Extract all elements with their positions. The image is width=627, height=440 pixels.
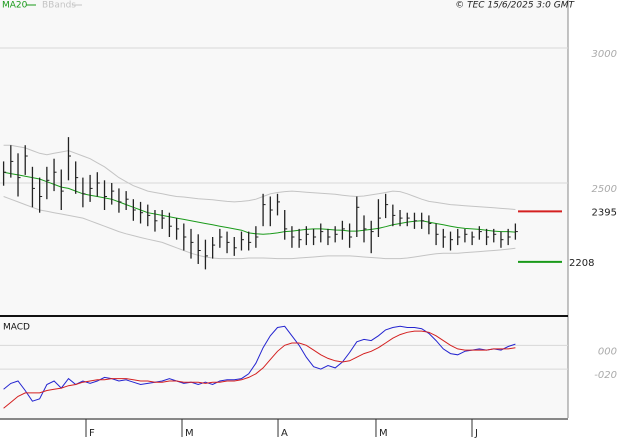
- panel-title: MACD: [3, 323, 30, 333]
- level-label: 2208: [569, 258, 594, 269]
- macd-line: [3, 330, 516, 409]
- plot-background: [0, 0, 568, 418]
- y-tick-label: -020: [594, 370, 617, 381]
- x-tick-label: M: [185, 428, 194, 439]
- y-tick-label: 3000: [592, 49, 617, 60]
- y-tick-label: 2500: [592, 184, 617, 195]
- x-tick-label: A: [281, 428, 288, 439]
- legend-label: MA20: [2, 1, 28, 11]
- legend-label: BBands: [42, 1, 76, 11]
- macd-line: [3, 325, 516, 402]
- level-label: 2395: [592, 207, 617, 218]
- ma-line: [3, 171, 516, 235]
- x-tick-label: M: [379, 428, 388, 439]
- y-tick-label: 000: [598, 346, 617, 357]
- x-tick-label: F: [89, 428, 95, 439]
- band-line: [3, 196, 516, 260]
- x-tick-label: J: [474, 428, 478, 439]
- credit: © TEC 15/6/2025 3:0 GMT: [455, 1, 575, 11]
- band-line: [3, 144, 516, 210]
